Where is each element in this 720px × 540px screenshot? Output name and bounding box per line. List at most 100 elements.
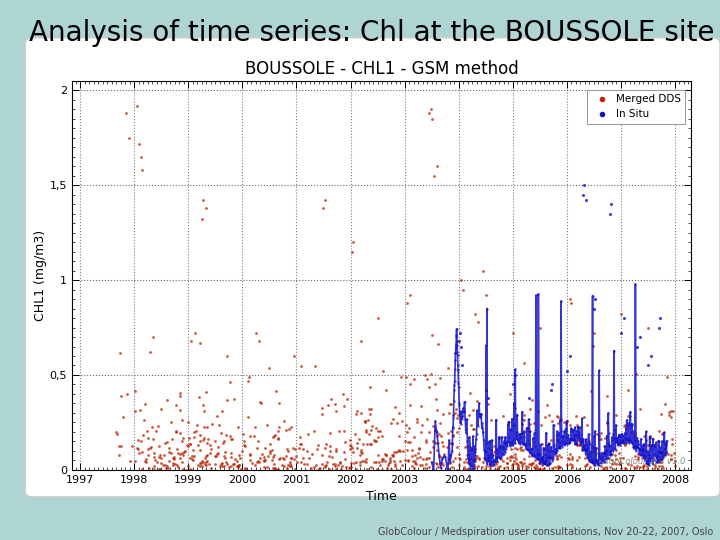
Point	[580, 462, 591, 470]
Point	[581, 447, 593, 455]
Point	[526, 445, 538, 454]
Point	[179, 448, 190, 456]
Point	[251, 443, 263, 452]
Point	[452, 366, 464, 374]
Point	[369, 437, 381, 445]
Point	[354, 458, 366, 467]
Point	[572, 434, 583, 442]
Point	[631, 342, 643, 351]
Point	[580, 460, 592, 469]
Point	[477, 266, 489, 275]
Point	[173, 448, 184, 457]
Point	[163, 448, 175, 456]
Point	[488, 461, 500, 469]
Point	[246, 459, 258, 468]
Point	[626, 422, 637, 431]
Point	[549, 448, 560, 456]
Point	[269, 451, 280, 460]
Point	[507, 380, 518, 389]
Point	[509, 453, 521, 462]
Point	[652, 449, 663, 458]
Point	[244, 449, 256, 458]
Point	[644, 432, 656, 441]
X-axis label: Time: Time	[366, 490, 397, 503]
Point	[447, 423, 459, 432]
Point	[131, 102, 143, 110]
Point	[467, 431, 479, 440]
Point	[554, 416, 566, 424]
Point	[487, 453, 498, 461]
Point	[592, 449, 603, 458]
Point	[624, 435, 635, 444]
Point	[528, 438, 539, 447]
Point	[495, 453, 507, 461]
Point	[638, 454, 649, 462]
Point	[318, 204, 329, 212]
Point	[194, 446, 206, 455]
Point	[652, 458, 663, 467]
Point	[447, 457, 459, 465]
Point	[384, 455, 396, 464]
Point	[389, 456, 400, 465]
Point	[130, 456, 141, 465]
Point	[229, 455, 240, 463]
Point	[199, 423, 210, 431]
Point	[505, 440, 517, 449]
Point	[618, 454, 629, 463]
Point	[516, 457, 527, 466]
Point	[473, 399, 485, 407]
Point	[504, 424, 516, 433]
Point	[600, 463, 612, 471]
Point	[437, 442, 449, 451]
Point	[420, 437, 432, 446]
Point	[115, 441, 127, 450]
Point	[507, 441, 518, 449]
Point	[621, 416, 632, 424]
Point	[536, 455, 547, 463]
Point	[523, 446, 534, 455]
Point	[435, 464, 446, 472]
Point	[510, 370, 521, 379]
Point	[451, 336, 463, 345]
Point	[514, 434, 526, 443]
Point	[634, 450, 645, 458]
Point	[591, 456, 603, 464]
Point	[540, 458, 552, 467]
Point	[243, 373, 255, 382]
Point	[361, 440, 372, 448]
Point	[487, 460, 499, 469]
Point	[649, 465, 660, 474]
Point	[600, 450, 612, 458]
Point	[400, 373, 412, 381]
Point	[629, 436, 641, 445]
Point	[427, 421, 438, 430]
Point	[455, 342, 467, 351]
Point	[625, 438, 636, 447]
Point	[338, 427, 350, 435]
Point	[202, 451, 213, 460]
Point	[138, 416, 150, 424]
Point	[220, 448, 231, 456]
Point	[609, 434, 621, 442]
Point	[184, 464, 196, 473]
Point	[176, 449, 188, 457]
Point	[564, 352, 575, 360]
Point	[669, 456, 680, 465]
Point	[621, 421, 633, 429]
Point	[454, 454, 466, 463]
Point	[622, 419, 634, 428]
Point	[451, 465, 463, 474]
Point	[615, 430, 626, 439]
Point	[372, 433, 384, 441]
Point	[477, 458, 489, 467]
Point	[276, 461, 288, 469]
Point	[316, 410, 328, 418]
Point	[581, 444, 593, 453]
Point	[575, 437, 587, 446]
Point	[478, 454, 490, 463]
Point	[540, 456, 552, 465]
Point	[252, 437, 264, 445]
Point	[356, 456, 368, 465]
Point	[444, 436, 455, 444]
Point	[621, 438, 632, 447]
